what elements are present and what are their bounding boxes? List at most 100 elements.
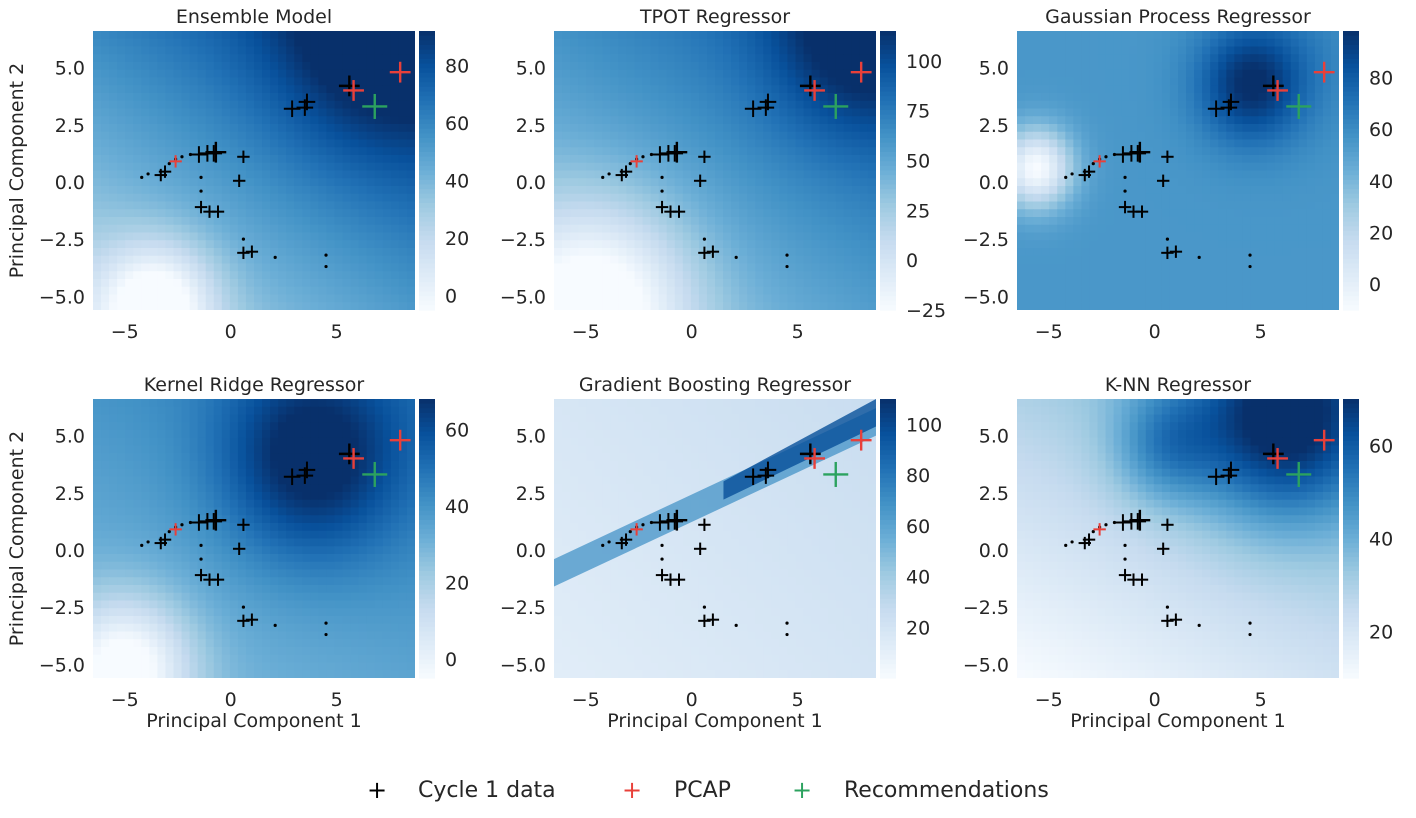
colorbar-tick-label: 80	[445, 56, 469, 78]
pcap-point	[1093, 155, 1106, 168]
y-tick-label: −5.0	[963, 286, 1009, 308]
x-tick-label: 0	[1149, 321, 1161, 343]
cycle1-point	[1262, 75, 1284, 97]
cycle1-point	[1135, 573, 1149, 586]
colorbar-tick-label: 20	[1369, 223, 1393, 245]
cycle1-point	[245, 245, 259, 258]
y-tick-label: 2.5	[979, 483, 1009, 505]
cycle1-point	[1161, 518, 1174, 531]
cycle1-point	[241, 605, 246, 609]
y-axis-label: Principal Component 2	[6, 431, 28, 646]
cycle1-point	[660, 557, 664, 561]
pcap-point	[630, 523, 643, 536]
cycle1-point	[660, 543, 664, 547]
cycle1-point	[245, 613, 259, 626]
recommendation-point	[1286, 461, 1312, 487]
cycle1-point	[324, 621, 328, 625]
cycle1-point	[641, 523, 645, 527]
pcap-point	[169, 155, 182, 168]
colorbar: 0 20 40 60	[419, 399, 469, 679]
x-tick-label: 0	[686, 321, 698, 343]
subplot-3: Gaussian Process Regressor −5 0 5 −5.0 −2.5 0.…	[963, 6, 1393, 343]
cycle1-point	[324, 264, 328, 269]
y-tick-label: 0.0	[979, 172, 1009, 194]
x-tick-label: 0	[225, 321, 237, 343]
pcap-point	[169, 523, 182, 536]
cycle1-point	[1248, 621, 1252, 625]
cycle1-point	[180, 523, 184, 527]
cycle1-point	[1123, 189, 1127, 193]
cycle1-point	[1129, 141, 1151, 163]
cycle1-point	[1123, 557, 1127, 561]
cycle1-point	[180, 155, 184, 159]
cycle1-point	[1161, 150, 1174, 163]
cycle1-point	[601, 175, 605, 179]
cycle1-point	[734, 623, 738, 628]
cycle1-point	[283, 100, 301, 118]
cycle1-point	[1118, 568, 1132, 582]
cycle1-point	[734, 255, 738, 260]
y-tick-label: 5.0	[979, 426, 1009, 448]
colorbar-tick-label: 40	[1369, 529, 1393, 551]
cycle1-point	[158, 165, 172, 178]
recommendation-point	[1286, 93, 1312, 119]
x-tick-label: −5	[572, 689, 600, 711]
cycle1-point	[1064, 175, 1068, 179]
recommendation-point	[823, 461, 849, 487]
y-tick-label: 0.0	[516, 540, 546, 562]
cycle1-point	[1165, 237, 1170, 241]
cycle1-point	[146, 172, 150, 176]
cycle1-point	[232, 542, 246, 555]
scatter-markers	[1064, 61, 1335, 269]
cycle1-point	[298, 93, 316, 111]
legend-marker-pcap: +	[622, 776, 642, 804]
pcap-point	[1267, 80, 1288, 101]
x-tick-label: −5	[1035, 321, 1063, 343]
pcap-point	[1093, 523, 1106, 536]
cycle1-point	[324, 632, 328, 637]
scatter-markers	[601, 429, 872, 637]
colorbar-tick-label: 100	[906, 414, 942, 436]
colorbar-tick-label: 40	[445, 171, 469, 193]
y-tick-label: 2.5	[55, 115, 85, 137]
legend-marker-recommendations: +	[792, 776, 812, 804]
pcap-point	[1313, 61, 1335, 83]
y-tick-label: 0.0	[516, 172, 546, 194]
legend: + Cycle 1 data + PCAP + Recommendations	[367, 776, 1049, 804]
pcap-point	[630, 155, 643, 168]
cycle1-point	[338, 443, 360, 465]
cycle1-point	[666, 509, 688, 531]
colorbar-tick-label: 20	[445, 572, 469, 594]
y-tick-label: 0.0	[55, 172, 85, 194]
cycle1-point	[744, 468, 762, 486]
cycle1-point	[607, 540, 611, 544]
cycle1-point	[211, 573, 225, 586]
cycle1-point	[651, 146, 669, 163]
cycle1-point	[194, 568, 208, 582]
x-tick-label: −5	[572, 321, 600, 343]
cycle1-point	[698, 150, 711, 163]
y-tick-label: −5.0	[39, 654, 85, 676]
cycle1-point	[1104, 523, 1108, 527]
x-tick-label: 5	[792, 689, 804, 711]
colorbar: 20 40 60 80 100	[880, 399, 942, 679]
pcap-point	[1313, 429, 1335, 451]
cycle1-point	[619, 533, 633, 546]
cycle1-point	[698, 518, 711, 531]
colorbar-tick-label: 100	[906, 51, 942, 73]
cycle1-point	[1070, 172, 1074, 176]
scatter-markers	[601, 61, 872, 269]
y-tick-label: 0.0	[55, 540, 85, 562]
cycle1-point	[324, 253, 328, 257]
cycle1-point	[1161, 614, 1174, 628]
cycle1-point	[693, 174, 707, 187]
colorbar-tick-label: 40	[445, 496, 469, 518]
colorbar-tick-label: 60	[445, 113, 469, 135]
legend-marker-cycle1: +	[367, 776, 387, 804]
cycle1-point	[273, 255, 277, 260]
cycle1-point	[1197, 623, 1201, 628]
recommendation-point	[362, 93, 388, 119]
x-tick-label: −5	[111, 321, 139, 343]
pcap-point	[389, 429, 411, 451]
y-axis-label: Principal Component 2	[6, 63, 28, 278]
